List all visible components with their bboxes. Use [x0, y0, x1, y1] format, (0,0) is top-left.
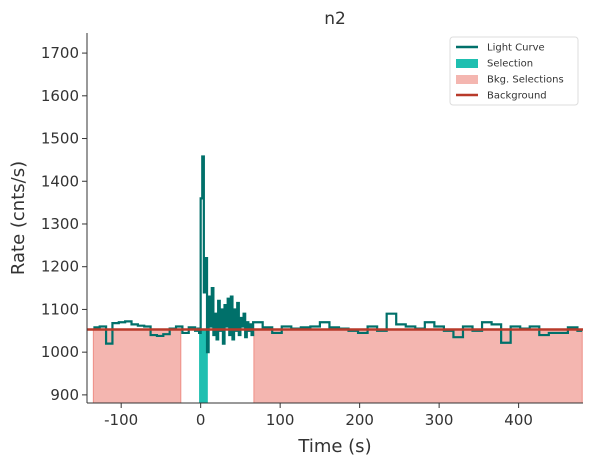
- y-tick-label: 1400: [41, 172, 79, 190]
- y-tick-label: 1300: [41, 215, 79, 233]
- bkg-selection: [253, 329, 583, 404]
- legend-label: Background: [487, 91, 547, 102]
- legend-swatch: [456, 75, 478, 84]
- y-axis-label: Rate (cnts/s): [8, 161, 29, 275]
- x-tick-label: 200: [345, 411, 374, 429]
- legend-label: Bkg. Selections: [487, 75, 564, 86]
- x-tick-label: 100: [266, 411, 295, 429]
- x-tick-label: -100: [104, 411, 138, 429]
- chart-title: n2: [324, 9, 346, 29]
- x-axis-label: Time (s): [297, 436, 371, 457]
- x-tick-label: 0: [196, 411, 206, 429]
- y-tick-label: 1100: [41, 300, 79, 318]
- y-tick-label: 1000: [41, 343, 79, 361]
- legend-box: [449, 36, 579, 106]
- x-tick-label: 300: [425, 411, 454, 429]
- y-tick-label: 1200: [41, 258, 79, 276]
- legend-label: Light Curve: [487, 43, 545, 54]
- legend-label: Selection: [487, 59, 533, 70]
- y-tick-label: 1500: [41, 130, 79, 148]
- y-tick-label: 900: [50, 386, 79, 404]
- light-curve: [93, 155, 583, 354]
- x-tick-label: 400: [504, 411, 533, 429]
- y-tick-label: 1700: [41, 44, 79, 62]
- legend-swatch: [456, 59, 478, 68]
- selection: [199, 329, 208, 403]
- bkg-selection: [92, 329, 182, 404]
- y-tick-label: 1600: [41, 87, 79, 105]
